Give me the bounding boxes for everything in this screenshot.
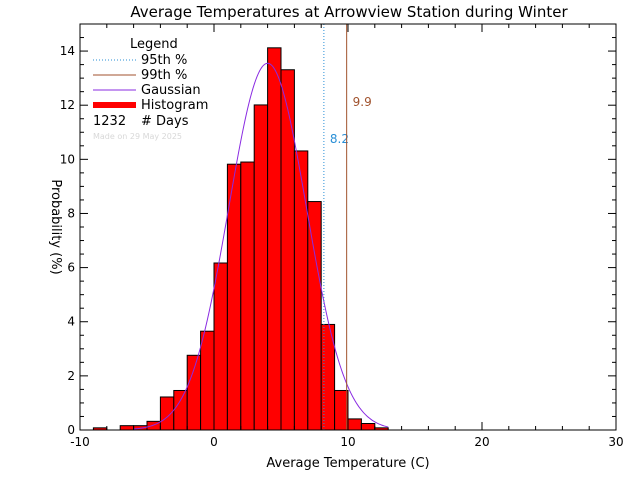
- gaussian-curve: [133, 62, 389, 430]
- histogram-bar: [159, 396, 175, 431]
- histogram-bar: [213, 262, 228, 431]
- legend-title: Legend: [130, 37, 178, 52]
- x-tick-label: 10: [340, 435, 355, 449]
- y-tick-label: 6: [67, 261, 75, 275]
- y-axis-label: Probability (%): [48, 179, 63, 274]
- histogram-bar: [360, 423, 376, 431]
- x-tick-label: 20: [474, 435, 489, 449]
- x-axis-ticks: -10 0 10 20 30: [70, 24, 624, 449]
- histogram-bar: [347, 418, 362, 431]
- histogram-bar: [267, 47, 282, 431]
- histogram-bar: [307, 201, 322, 431]
- chart-title: Average Temperatures at Arrowview Statio…: [130, 3, 568, 21]
- histogram-bar: [240, 161, 255, 431]
- histogram-bars: [92, 47, 389, 431]
- histogram-bar: [293, 150, 309, 431]
- legend-item-label: Histogram: [141, 98, 208, 113]
- y-tick-label: 2: [67, 369, 75, 383]
- histogram-bar: [200, 330, 215, 431]
- percentile-value-label: 9.9: [353, 95, 372, 109]
- y-tick-label: 4: [67, 315, 75, 329]
- histogram-bar: [334, 389, 349, 431]
- x-tick-label: -10: [70, 435, 90, 449]
- y-tick-label: 14: [60, 44, 75, 58]
- legend-item-label: 99th %: [141, 68, 187, 83]
- legend-item-label: 95th %: [141, 53, 187, 68]
- legend-count-value: 1232: [93, 114, 126, 129]
- x-tick-label: 30: [608, 435, 623, 449]
- legend-count-label: # Days: [141, 114, 189, 129]
- gaussian-curve-group: [133, 62, 389, 430]
- percentile-lines: 8.2 9.9: [323, 24, 372, 430]
- legend-watermark: Made on 29 May 2025: [93, 132, 182, 141]
- y-tick-label: 8: [67, 206, 75, 220]
- histogram-bar: [119, 425, 135, 431]
- histogram-bar: [173, 389, 188, 431]
- percentile-value-label: 8.2: [330, 132, 349, 146]
- y-tick-label: 10: [60, 152, 75, 166]
- legend-item-label: Gaussian: [141, 83, 201, 98]
- histogram-bar: [280, 69, 295, 431]
- histogram-bar: [186, 354, 202, 431]
- y-tick-label: 0: [67, 423, 75, 437]
- y-axis-ticks: 0 2 4 6 8 10 12 14: [60, 37, 616, 437]
- x-axis-label: Average Temperature (C): [266, 456, 429, 471]
- histogram-bar: [253, 104, 269, 431]
- y-tick-label: 12: [60, 98, 75, 112]
- x-tick-label: 0: [210, 435, 218, 449]
